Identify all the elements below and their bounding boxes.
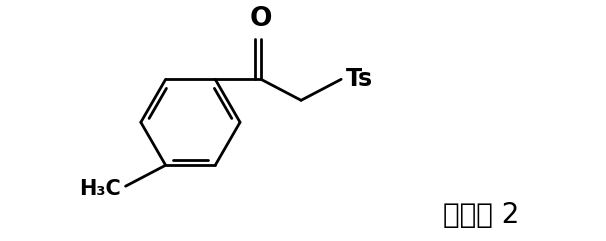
Text: H₃C: H₃C [79,179,121,199]
Text: Ts: Ts [346,67,373,91]
Text: O: O [250,6,272,32]
Text: 化合物 2: 化合物 2 [443,201,519,229]
